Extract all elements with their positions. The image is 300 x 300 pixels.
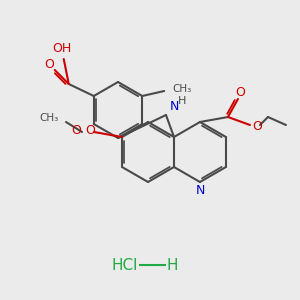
Text: N: N bbox=[169, 100, 179, 113]
Text: OH: OH bbox=[52, 43, 71, 56]
Text: HCl: HCl bbox=[112, 257, 138, 272]
Text: H: H bbox=[166, 257, 178, 272]
Text: CH₃: CH₃ bbox=[172, 84, 191, 94]
Text: O: O bbox=[44, 58, 54, 70]
Text: N: N bbox=[195, 184, 205, 196]
Text: H: H bbox=[178, 96, 186, 106]
Text: O: O bbox=[85, 124, 95, 136]
Text: O: O bbox=[235, 86, 245, 100]
Text: O: O bbox=[71, 124, 81, 136]
Text: O: O bbox=[252, 121, 262, 134]
Text: CH₃: CH₃ bbox=[40, 113, 59, 123]
